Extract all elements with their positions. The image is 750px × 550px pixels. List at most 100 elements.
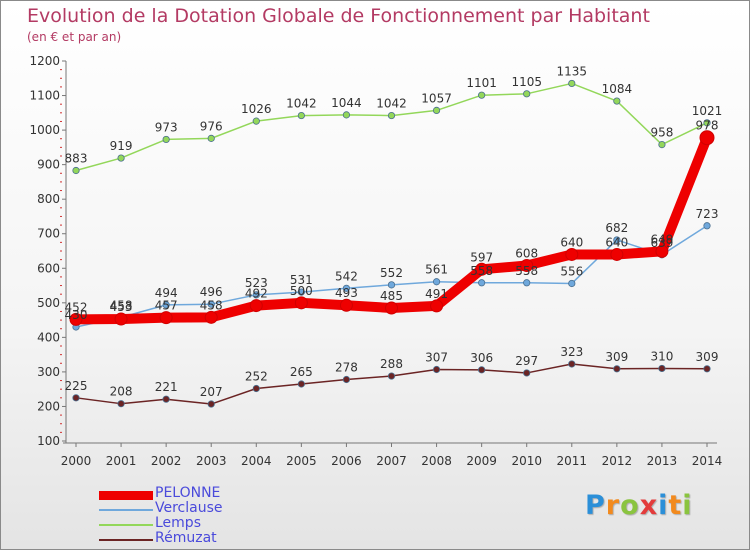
data-point	[342, 111, 351, 119]
data-label: 558	[515, 264, 538, 278]
data-label: 1105	[511, 75, 542, 89]
logo-letter: P	[585, 490, 606, 521]
data-label: 496	[200, 285, 223, 299]
data-point	[297, 288, 305, 296]
logo-letter: i	[658, 490, 669, 521]
data-label: 1057	[421, 91, 452, 105]
data-label: 639	[650, 236, 673, 250]
x-tick-label: 2007	[376, 454, 407, 468]
data-point	[117, 400, 125, 408]
data-point	[658, 364, 666, 373]
x-tick-label: 2005	[286, 454, 317, 468]
data-point	[117, 154, 125, 162]
data-point	[252, 291, 260, 299]
data-point	[703, 119, 711, 127]
data-label: 531	[290, 273, 313, 287]
proxiti-logo: Proxiti	[585, 490, 693, 521]
data-label: 452	[65, 300, 88, 314]
data-label: 265	[290, 365, 313, 379]
data-point	[114, 312, 128, 326]
y-tick-label: 600	[37, 261, 60, 275]
chart-subtitle: (en € et par an)	[27, 30, 122, 44]
y-tick-label: 700	[37, 227, 60, 241]
data-point	[613, 365, 621, 373]
data-point	[523, 369, 531, 377]
data-label: 1101	[466, 76, 497, 90]
data-point	[72, 166, 80, 175]
y-tick-label: 500	[37, 296, 60, 310]
data-point	[610, 247, 624, 261]
legend-label: Rémuzat	[155, 530, 217, 546]
data-label: 306	[470, 351, 493, 365]
data-label: 552	[380, 266, 403, 280]
legend-swatch	[99, 539, 153, 541]
data-point	[565, 247, 579, 261]
data-label: 225	[65, 379, 88, 393]
data-label: 458	[110, 298, 133, 312]
data-label: 723	[696, 207, 719, 221]
data-label: 597	[470, 250, 493, 264]
data-label: 649	[650, 232, 673, 246]
data-point	[252, 384, 260, 393]
data-label: 430	[65, 308, 88, 322]
data-label: 485	[380, 289, 403, 303]
x-tick-label: 2004	[241, 454, 272, 468]
data-label: 919	[110, 139, 133, 153]
x-tick-label: 2013	[647, 454, 678, 468]
data-label: 494	[155, 286, 178, 300]
logo-letter: r	[605, 490, 621, 521]
y-tick-label: 1100	[29, 89, 60, 103]
data-point	[703, 222, 711, 230]
data-label: 1021	[692, 104, 723, 118]
data-point	[520, 259, 534, 273]
x-tick-label: 2011	[557, 454, 588, 468]
data-point	[162, 135, 170, 144]
data-label: 207	[200, 385, 223, 399]
data-label: 309	[696, 350, 719, 364]
x-tick-label: 2012	[602, 454, 633, 468]
data-point	[699, 130, 715, 146]
data-point	[432, 365, 441, 374]
data-point	[658, 141, 666, 149]
data-point	[297, 380, 305, 388]
chart-title: Evolution de la Dotation Globale de Fonc…	[27, 5, 650, 27]
data-point	[162, 301, 170, 309]
data-point	[613, 236, 621, 244]
data-point	[342, 284, 351, 292]
data-label: 608	[515, 247, 538, 261]
data-label: 976	[200, 119, 223, 133]
logo-letter: x	[639, 490, 659, 521]
logo-letter: o	[620, 490, 640, 521]
data-label: 221	[155, 380, 178, 394]
y-tick-label: 200	[37, 399, 60, 413]
data-point	[478, 279, 486, 287]
data-label: 208	[110, 385, 133, 399]
data-point	[249, 299, 263, 313]
x-tick-label: 2010	[511, 454, 542, 468]
data-point	[385, 301, 398, 315]
data-point	[69, 312, 83, 326]
x-tick-label: 2003	[196, 454, 227, 468]
data-point	[613, 97, 621, 105]
y-tick-label: 300	[37, 365, 60, 379]
data-point	[432, 278, 441, 286]
data-label: 491	[425, 287, 448, 301]
data-label: 958	[650, 126, 673, 140]
data-label: 1135	[557, 64, 588, 78]
data-label: 307	[425, 350, 448, 364]
data-point	[342, 375, 351, 384]
data-label: 1042	[286, 97, 317, 111]
data-label: 288	[380, 357, 403, 371]
y-tick-label: 900	[37, 158, 60, 172]
legend-label: Lemps	[155, 515, 201, 531]
data-point	[72, 394, 80, 402]
legend-swatch	[99, 509, 153, 511]
legend-label: Verclause	[155, 500, 223, 516]
data-label: 297	[515, 354, 538, 368]
data-label: 323	[560, 345, 583, 359]
data-point	[294, 296, 308, 310]
data-label: 883	[65, 152, 88, 166]
data-point	[207, 300, 215, 308]
data-point	[475, 262, 489, 276]
